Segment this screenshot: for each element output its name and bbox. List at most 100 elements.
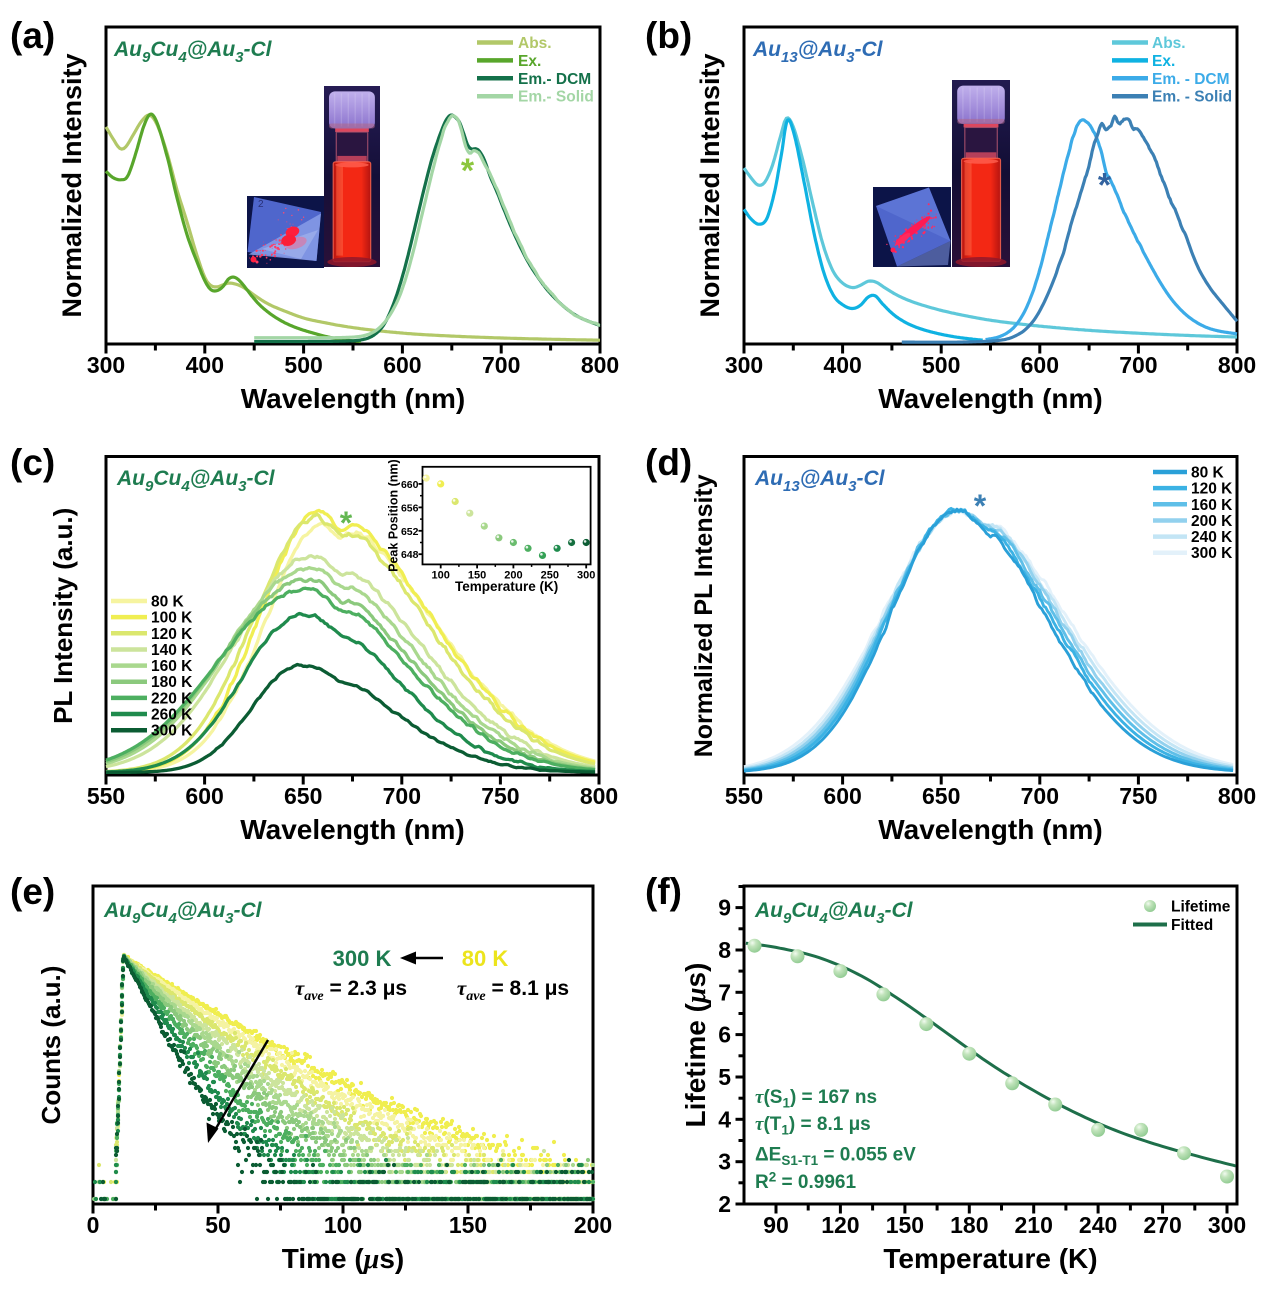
svg-text:300: 300 — [1208, 1212, 1246, 1238]
svg-text:τ(T1) = 8.1 μs: τ(T1) = 8.1 μs — [755, 1114, 871, 1138]
svg-text:(f): (f) — [645, 871, 682, 912]
svg-text:Normalized PL Intensity: Normalized PL Intensity — [690, 474, 718, 757]
svg-text:120: 120 — [821, 1212, 859, 1238]
svg-text:PL Intensity (a.u.): PL Intensity (a.u.) — [48, 508, 78, 724]
svg-text:τave = 8.1 μs: τave = 8.1 μs — [457, 976, 569, 1004]
svg-text:300 K: 300 K — [1191, 545, 1233, 562]
svg-text:300: 300 — [577, 569, 595, 581]
svg-text:100 K: 100 K — [151, 610, 193, 627]
svg-text:3: 3 — [718, 1149, 731, 1175]
svg-text:652: 652 — [401, 526, 419, 538]
svg-text:Peak Position (nm): Peak Position (nm) — [387, 459, 401, 572]
svg-text:Au13@Au3-Cl: Au13@Au3-Cl — [752, 38, 884, 66]
svg-text:6: 6 — [718, 1022, 731, 1048]
svg-text:120 K: 120 K — [1191, 481, 1233, 498]
svg-text:220 K: 220 K — [151, 690, 193, 707]
svg-text:(a): (a) — [10, 15, 55, 56]
svg-text:650: 650 — [284, 783, 322, 809]
svg-text:180 K: 180 K — [151, 674, 193, 691]
svg-text:Temperature (K): Temperature (K) — [883, 1243, 1097, 1274]
svg-text:4: 4 — [718, 1106, 731, 1132]
svg-text:80 K: 80 K — [151, 594, 185, 611]
svg-text:τ(S1) = 167 ns: τ(S1) = 167 ns — [755, 1087, 877, 1111]
svg-text:800: 800 — [1218, 783, 1256, 809]
svg-text:7: 7 — [718, 979, 731, 1005]
svg-text:Wavelength (nm): Wavelength (nm) — [240, 814, 465, 845]
svg-text:240: 240 — [1079, 1212, 1117, 1238]
svg-text:Fitted: Fitted — [1171, 917, 1213, 934]
svg-text:*: * — [340, 505, 353, 541]
svg-text:660: 660 — [401, 479, 419, 491]
svg-text:*: * — [461, 152, 475, 190]
svg-text:150: 150 — [468, 569, 486, 581]
svg-text:Time (μs): Time (μs) — [282, 1243, 404, 1275]
svg-text:600: 600 — [185, 783, 223, 809]
svg-text:Au9Cu4@Au3-Cl: Au9Cu4@Au3-Cl — [103, 899, 263, 927]
svg-text:150: 150 — [449, 1212, 487, 1238]
svg-text:240 K: 240 K — [1191, 529, 1233, 546]
svg-text:Au9Cu4@Au3-Cl: Au9Cu4@Au3-Cl — [113, 38, 273, 66]
svg-text:600: 600 — [823, 783, 861, 809]
svg-text:Em.- DCM: Em.- DCM — [518, 71, 591, 88]
svg-text:Normalized Intensity: Normalized Intensity — [57, 53, 87, 317]
svg-text:140 K: 140 K — [151, 642, 193, 659]
svg-text:260 K: 260 K — [151, 707, 193, 724]
svg-text:200 K: 200 K — [1191, 513, 1233, 530]
svg-text:Abs.: Abs. — [1152, 35, 1186, 52]
svg-text:400: 400 — [186, 352, 224, 378]
svg-text:Em. - Solid: Em. - Solid — [1152, 89, 1232, 106]
svg-text:2: 2 — [258, 199, 264, 210]
svg-text:300 K: 300 K — [151, 723, 193, 740]
svg-text:180: 180 — [950, 1212, 988, 1238]
svg-text:80 K: 80 K — [462, 946, 509, 971]
svg-text:650: 650 — [922, 783, 960, 809]
svg-text:Em.- Solid: Em.- Solid — [518, 89, 594, 106]
svg-text:300 K: 300 K — [333, 946, 392, 971]
svg-text:160 K: 160 K — [151, 658, 193, 675]
svg-text:Abs.: Abs. — [518, 35, 552, 52]
svg-text:200: 200 — [504, 569, 522, 581]
svg-text:800: 800 — [581, 352, 619, 378]
svg-text:100: 100 — [324, 1212, 362, 1238]
svg-text:700: 700 — [383, 783, 421, 809]
svg-text:Lifetime: Lifetime — [1171, 899, 1231, 916]
svg-text:750: 750 — [481, 783, 519, 809]
svg-text:R2 = 0.9961: R2 = 0.9961 — [755, 1170, 856, 1194]
svg-text:600: 600 — [1021, 352, 1059, 378]
svg-text:*: * — [974, 488, 987, 524]
svg-text:210: 210 — [1015, 1212, 1053, 1238]
svg-text:700: 700 — [1119, 352, 1157, 378]
svg-text:500: 500 — [922, 352, 960, 378]
svg-text:Au9Cu4@Au3-Cl: Au9Cu4@Au3-Cl — [116, 467, 276, 495]
svg-text:550: 550 — [87, 783, 125, 809]
svg-text:200: 200 — [574, 1212, 612, 1238]
svg-text:Wavelength (nm): Wavelength (nm) — [878, 814, 1103, 845]
svg-text:(d): (d) — [645, 442, 692, 483]
svg-text:Normalized Intensity: Normalized Intensity — [695, 53, 725, 317]
svg-text:Au9Cu4@Au3-Cl: Au9Cu4@Au3-Cl — [754, 899, 914, 927]
svg-text:Ex.: Ex. — [518, 53, 541, 70]
svg-text:(c): (c) — [10, 442, 55, 483]
svg-text:150: 150 — [886, 1212, 924, 1238]
svg-text:Counts (a.u.): Counts (a.u.) — [36, 966, 66, 1125]
svg-text:Wavelength (nm): Wavelength (nm) — [878, 383, 1103, 414]
svg-text:700: 700 — [482, 352, 520, 378]
svg-text:Au13@Au3-Cl: Au13@Au3-Cl — [754, 467, 886, 495]
svg-text:270: 270 — [1143, 1212, 1181, 1238]
svg-text:160 K: 160 K — [1191, 497, 1233, 514]
svg-text:600: 600 — [383, 352, 421, 378]
svg-text:(b): (b) — [645, 15, 692, 56]
svg-text:300: 300 — [87, 352, 125, 378]
svg-text:9: 9 — [718, 895, 731, 921]
svg-text:τave = 2.3 μs: τave = 2.3 μs — [295, 976, 407, 1004]
svg-text:800: 800 — [580, 783, 618, 809]
svg-text:0: 0 — [87, 1212, 100, 1238]
svg-text:Wavelength (nm): Wavelength (nm) — [241, 383, 466, 414]
svg-text:750: 750 — [1119, 783, 1157, 809]
svg-text:400: 400 — [823, 352, 861, 378]
svg-text:ΔES1-T1 = 0.055 eV: ΔES1-T1 = 0.055 eV — [755, 1145, 916, 1169]
svg-text:500: 500 — [284, 352, 322, 378]
svg-text:50: 50 — [205, 1212, 231, 1238]
svg-text:80 K: 80 K — [1191, 465, 1225, 482]
svg-text:(e): (e) — [10, 871, 55, 912]
